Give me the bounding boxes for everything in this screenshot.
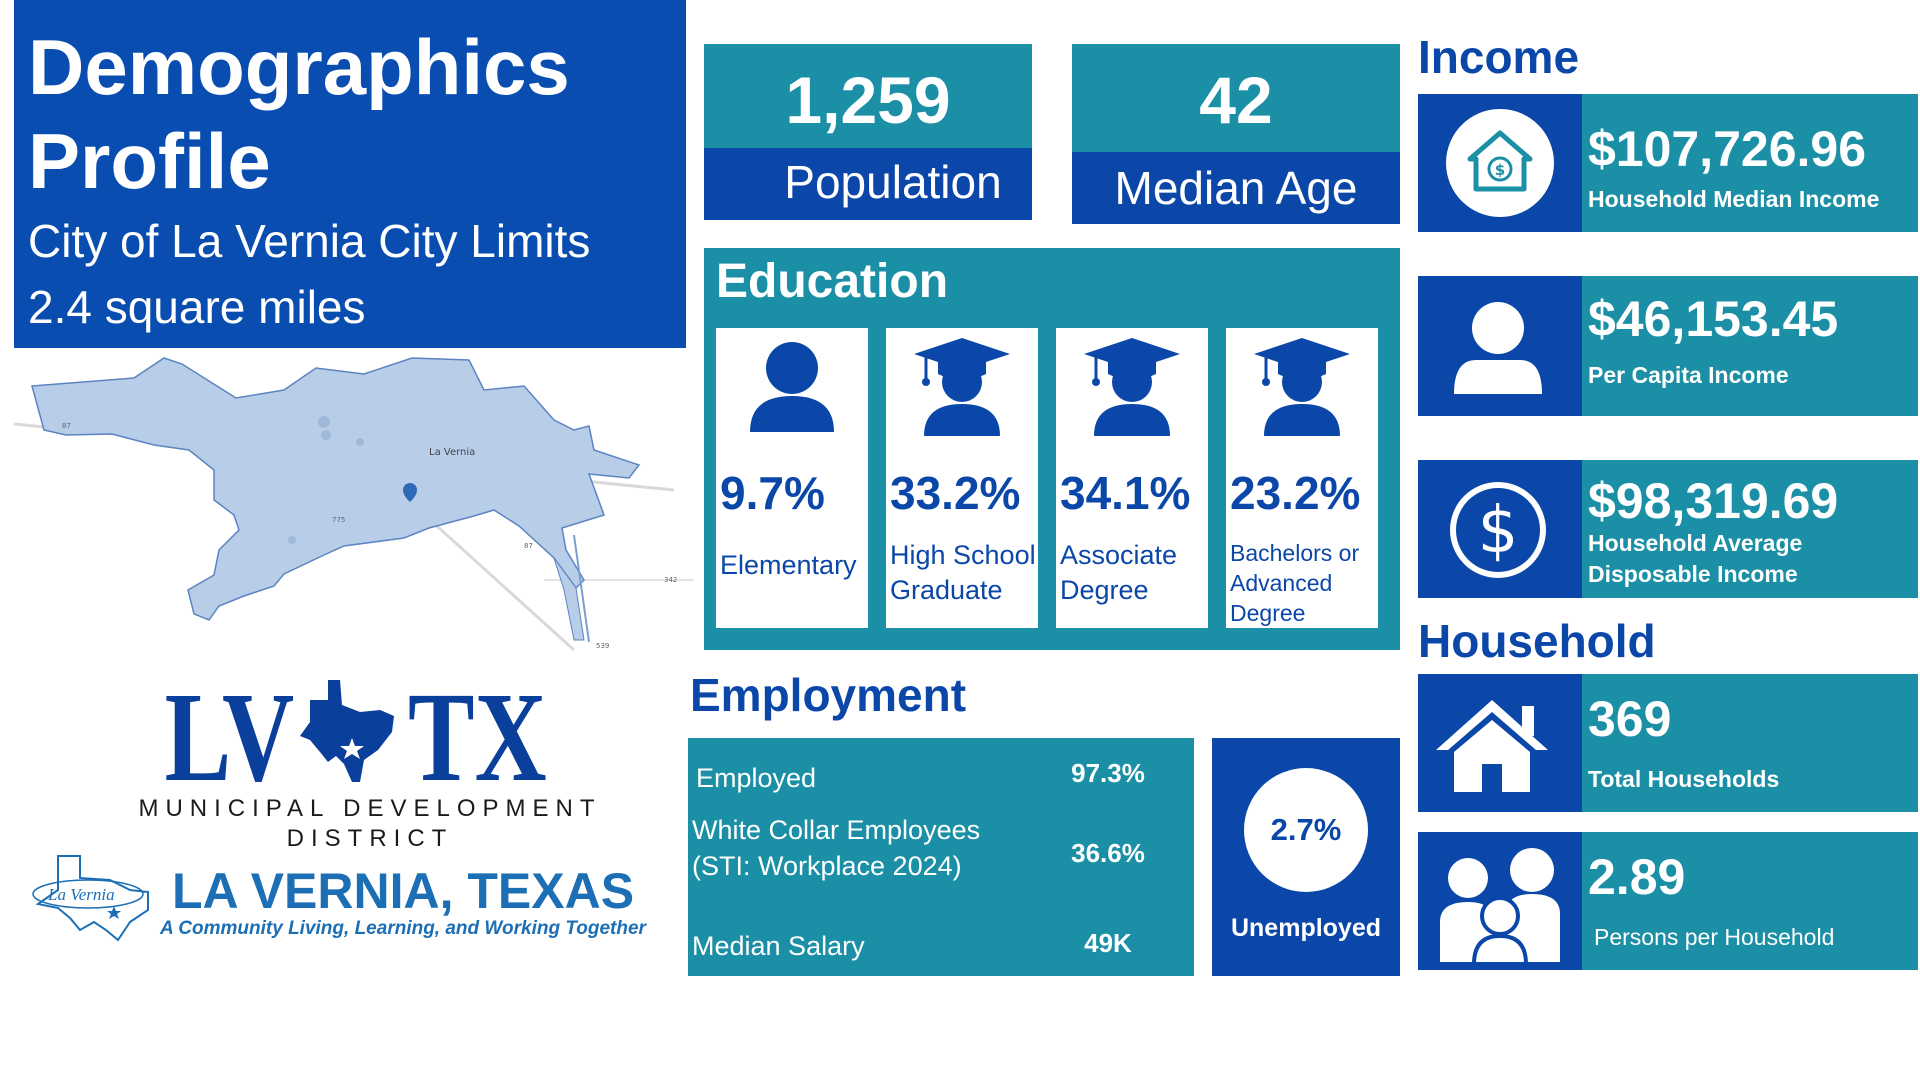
income-card-median: $ $107,726.96 Household Median Income <box>1418 94 1918 232</box>
house-dollar-icon: $ <box>1446 109 1554 217</box>
map-city-label: La Vernia <box>429 447 475 458</box>
unemployed-label: Unemployed <box>1230 914 1382 942</box>
map-road-label: 775 <box>332 516 345 524</box>
small-star-icon <box>107 906 121 919</box>
person-icon <box>1454 302 1542 394</box>
education-label: Associate Degree <box>1060 540 1178 605</box>
household-label: Persons per Household <box>1594 924 1835 950</box>
education-pct: 23.2% <box>1230 467 1361 519</box>
page-title-line2: Profile <box>28 117 271 205</box>
location-pin-icon <box>403 483 417 502</box>
logo-tx-text: TX <box>408 666 547 790</box>
employment-row-value: 97.3% <box>1071 758 1145 788</box>
mdd-line1: MUNICIPAL DEVELOPMENT <box>138 795 602 822</box>
education-pct: 9.7% <box>720 467 825 519</box>
education-pct: 34.1% <box>1060 467 1191 519</box>
lvtx-mdd-logo: LV TX <box>160 660 580 808</box>
income-label: Per Capita Income <box>1588 362 1789 388</box>
map-road-label: 342 <box>664 576 677 584</box>
median-age-card: 42 Median Age <box>1072 44 1400 224</box>
employment-panel: Employed 97.3% White Collar Employees (S… <box>688 738 1194 976</box>
star-icon <box>340 738 364 759</box>
employment-title: Employment <box>690 669 967 721</box>
education-card-highschool: 33.2% High School Graduate <box>886 328 1038 628</box>
education-card-bachelors: 23.2% Bachelors or Advanced Degree <box>1226 328 1378 628</box>
page-title-line1: Demographics <box>28 23 570 111</box>
texas-shape-icon <box>300 680 394 782</box>
svg-text:$: $ <box>1495 161 1505 179</box>
seal-text: La Vernia <box>47 885 115 904</box>
household-card-persons: 2.89 Persons per Household <box>1418 832 1918 970</box>
unemployed-value: 2.7% <box>1244 768 1368 892</box>
graduate-icon <box>1254 338 1350 436</box>
la-vernia-tagline: A Community Living, Learning, and Workin… <box>160 918 646 939</box>
education-label: Bachelors or Advanced Degree <box>1230 540 1360 626</box>
unemployed-card: 2.7% Unemployed <box>1212 738 1400 976</box>
income-label: Household Median Income <box>1588 186 1880 212</box>
map-road-label: 87 <box>524 542 533 550</box>
household-card-total: 369 Total Households <box>1418 674 1918 812</box>
household-label: Total Households <box>1588 766 1780 792</box>
income-value: $107,726.96 <box>1588 121 1867 177</box>
household-value: 369 <box>1588 691 1672 747</box>
education-title: Education <box>716 255 949 308</box>
education-pct: 33.2% <box>890 467 1021 519</box>
la-vernia-seal-logo: La Vernia <box>18 850 168 945</box>
house-icon <box>1436 700 1548 792</box>
income-card-disposable: $ $98,319.69 Household Average Disposabl… <box>1418 460 1918 598</box>
employment-row-value: 49K <box>1084 928 1132 958</box>
title-block: Demographics Profile City of La Vernia C… <box>14 0 686 348</box>
education-card-associate: 34.1% Associate Degree <box>1056 328 1208 628</box>
population-card: 1,259 Population <box>704 44 1032 220</box>
income-title: Income <box>1418 31 1580 83</box>
education-label: High School Graduate <box>890 540 1036 605</box>
median-age-value: 42 <box>1199 63 1273 137</box>
employment-row-label: Employed <box>696 763 817 793</box>
page-subtitle-area: City of La Vernia City Limits <box>28 215 591 267</box>
income-card-per-capita: $46,153.45 Per Capita Income <box>1418 276 1918 416</box>
page-subtitle-size: 2.4 square miles <box>28 281 366 333</box>
employment-row-value: 36.6% <box>1071 838 1145 868</box>
employment-row-label: White Collar Employees (STI: Workplace 2… <box>692 815 981 881</box>
household-value: 2.89 <box>1588 849 1686 905</box>
svg-text:$: $ <box>1478 494 1519 568</box>
graduate-icon <box>914 338 1010 436</box>
education-card-elementary: 9.7% Elementary <box>716 328 868 628</box>
income-label: Household Average Disposable Income <box>1588 530 1803 587</box>
map-road-label: 87 <box>62 422 71 430</box>
person-icon <box>750 342 834 432</box>
la-vernia-name: LA VERNIA, TEXAS <box>172 863 635 919</box>
mdd-line2: DISTRICT <box>286 825 454 852</box>
logo-lv-text: LV <box>165 666 295 790</box>
income-value: $98,319.69 <box>1588 473 1839 529</box>
dollar-circle-icon: $ <box>1450 482 1546 578</box>
household-title: Household <box>1418 615 1656 667</box>
population-value: 1,259 <box>785 63 951 137</box>
education-panel: Education 9.7% Elementary 33.2% High Sch… <box>704 248 1400 650</box>
graduate-icon <box>1084 338 1180 436</box>
map-road-label: 539 <box>596 642 609 650</box>
education-label: Elementary <box>720 550 857 580</box>
median-age-label: Median Age <box>1072 152 1400 224</box>
population-label: Population <box>704 148 1032 220</box>
city-limits-map: La Vernia 87 775 87 342 539 <box>13 350 694 660</box>
family-icon <box>1440 848 1560 964</box>
employment-row-label: Median Salary <box>692 931 865 961</box>
income-value: $46,153.45 <box>1588 291 1839 347</box>
